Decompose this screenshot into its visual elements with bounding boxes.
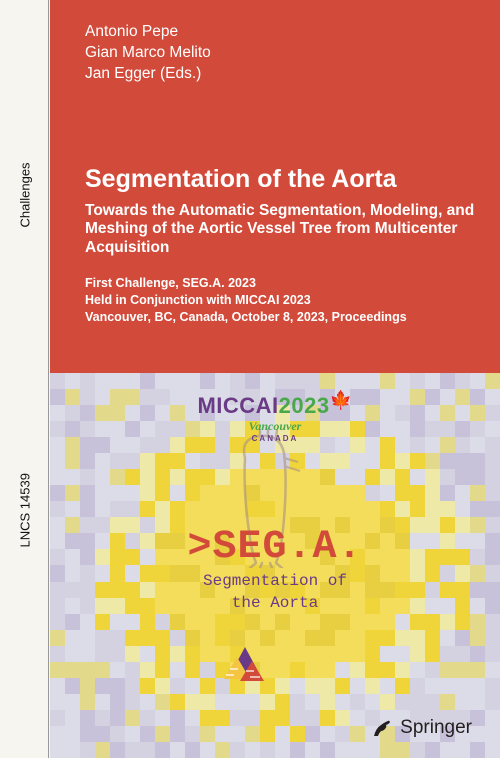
editors-block: Antonio Pepe Gian Marco Melito Jan Egger… <box>85 22 211 85</box>
conf-line-1: First Challenge, SEG.A. 2023 <box>85 275 480 292</box>
sub-title: Towards the Automatic Segmentation, Mode… <box>85 202 480 258</box>
editor-3: Jan Egger (Eds.) <box>85 64 211 85</box>
decorative-triangles-icon <box>220 635 270 685</box>
publisher-name: Springer <box>400 717 472 739</box>
spine-series: LNCS 14539 <box>18 473 33 547</box>
artwork-area: MICCAI2023🍁 Vancouver CANADA >SEG.A. Seg… <box>50 373 500 758</box>
sega-sub-1: Segmentation of <box>50 572 500 590</box>
spine-strip: LNCS 14539 Challenges <box>0 0 50 758</box>
sega-sub-2: the Aorta <box>50 594 500 612</box>
miccai-logo-text: MICCAI2023🍁 <box>197 393 352 419</box>
sega-title-block: >SEG.A. Segmentation of the Aorta <box>50 528 500 613</box>
conf-line-2: Held in Conjunction with MICCAI 2023 <box>85 292 480 309</box>
conference-info: First Challenge, SEG.A. 2023 Held in Con… <box>85 275 480 326</box>
title-band: Segmentation of the Aorta Towards the Au… <box>50 138 500 373</box>
maple-leaf-icon: 🍁 <box>330 390 353 411</box>
editor-1: Antonio Pepe <box>85 22 211 43</box>
book-cover: LNCS 14539 Challenges Antonio Pepe Gian … <box>0 0 500 758</box>
springer-horse-icon <box>370 716 394 740</box>
main-title: Segmentation of the Aorta <box>85 166 480 194</box>
publisher-block: Springer <box>370 716 472 740</box>
miccai-logo: MICCAI2023🍁 Vancouver CANADA <box>197 393 352 443</box>
miccai-country: CANADA <box>197 434 352 443</box>
editor-2: Gian Marco Melito <box>85 43 211 64</box>
conf-line-3: Vancouver, BC, Canada, October 8, 2023, … <box>85 309 480 326</box>
spine-label: Challenges <box>18 162 33 227</box>
spine-divider <box>48 0 49 758</box>
miccai-city: Vancouver <box>197 419 352 434</box>
sega-main: >SEG.A. <box>50 528 500 568</box>
